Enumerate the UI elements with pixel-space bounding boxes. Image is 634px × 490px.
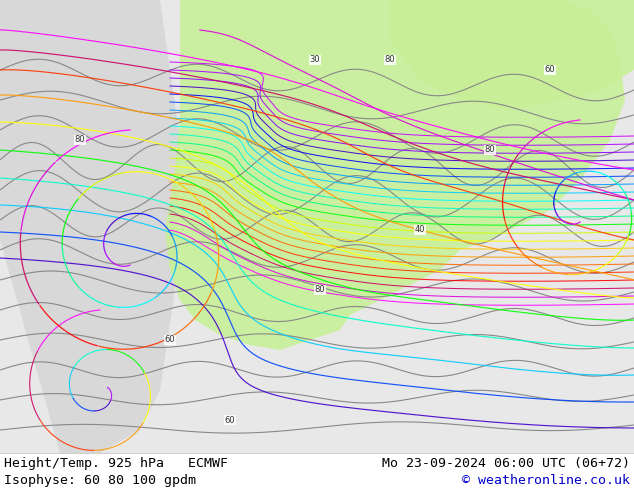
- Text: Height/Temp. 925 hPa   ECMWF: Height/Temp. 925 hPa ECMWF: [4, 457, 228, 470]
- Bar: [0, 453, 634, 490]
- Text: 80: 80: [75, 136, 86, 145]
- Text: 60: 60: [165, 336, 176, 344]
- Text: 80: 80: [484, 146, 495, 154]
- Text: © weatheronline.co.uk: © weatheronline.co.uk: [462, 474, 630, 487]
- Text: Mo 23-09-2024 06:00 UTC (06+72): Mo 23-09-2024 06:00 UTC (06+72): [382, 457, 630, 470]
- Text: 60: 60: [224, 416, 235, 424]
- Text: 40: 40: [415, 225, 425, 235]
- Polygon shape: [0, 0, 180, 453]
- Polygon shape: [390, 0, 634, 110]
- Text: Isophyse: 60 80 100 gpdm: Isophyse: 60 80 100 gpdm: [4, 474, 196, 487]
- Polygon shape: [165, 0, 625, 350]
- Text: 80: 80: [385, 55, 396, 65]
- Text: 30: 30: [309, 55, 320, 65]
- Text: 80: 80: [314, 286, 325, 294]
- Text: 60: 60: [545, 66, 555, 74]
